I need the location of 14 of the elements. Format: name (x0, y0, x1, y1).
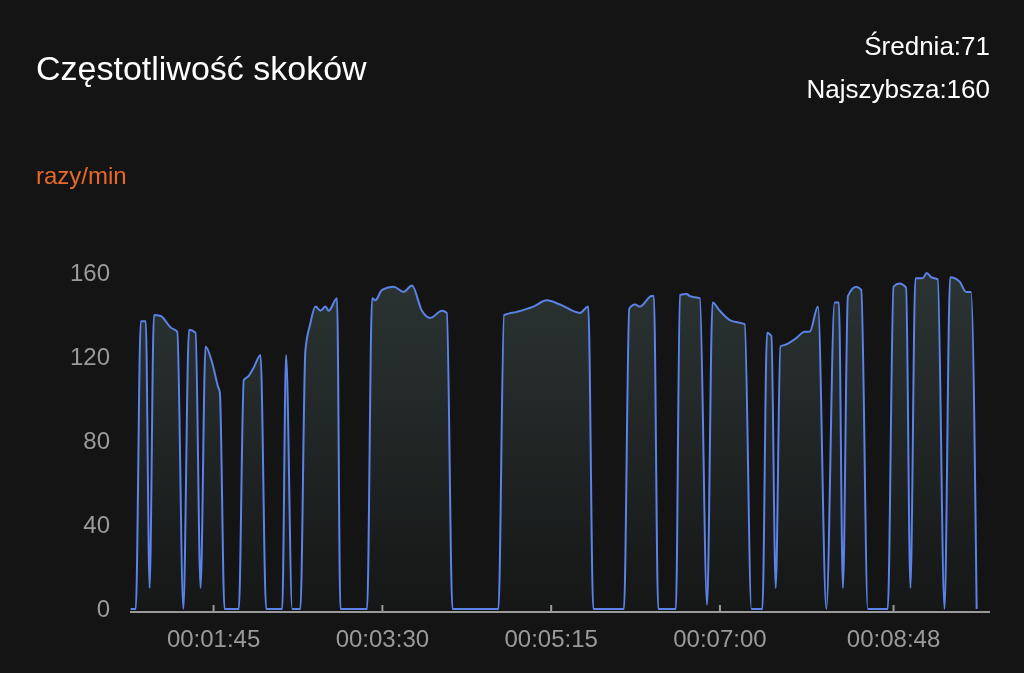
y-tick-label: 40 (83, 511, 110, 539)
text: Średnia:71 (864, 31, 990, 61)
x-tick-label: 00:01:45 (166, 625, 261, 652)
x-tick-label: 00:07:00 (673, 625, 767, 652)
chart-title: Częstotliwość skoków (36, 49, 368, 87)
y-tick-label: 0 (96, 595, 110, 623)
x-tick-label: 00:08:48 (846, 625, 941, 652)
y-tick-label: 120 (69, 343, 110, 371)
y-tick-label: 160 (69, 259, 110, 287)
y-axis-title: razy/min (36, 162, 127, 189)
text: Najszybsza:160 (806, 74, 990, 104)
x-tick-label: 00:03:30 (335, 625, 430, 652)
x-tick-label: 00:05:15 (504, 625, 598, 652)
y-tick-label: 80 (83, 427, 110, 455)
